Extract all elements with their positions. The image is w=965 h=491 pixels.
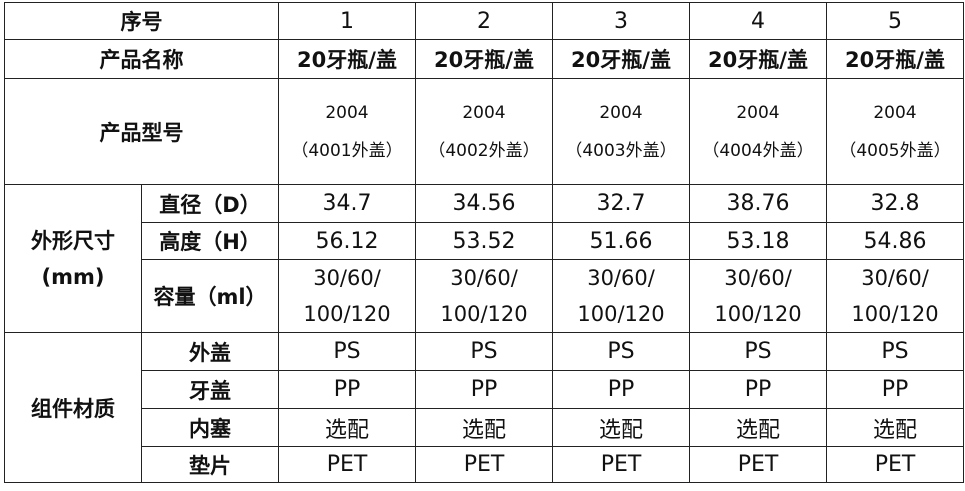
height-cell: 56.12 bbox=[278, 222, 416, 260]
column-number: 5 bbox=[826, 2, 964, 40]
product-model-cell: 2004 （4005外盖） bbox=[826, 78, 964, 185]
dimensions-group-title: 外形尺寸 bbox=[31, 228, 115, 253]
capacity-line: 100/120 bbox=[303, 302, 391, 326]
inner-plug-row: 内塞 选配 选配 选配 选配 选配 bbox=[5, 408, 964, 447]
product-model-cell: 2004 （4001外盖） bbox=[278, 78, 416, 185]
product-model-label: 产品型号 bbox=[4, 78, 279, 185]
inner-plug-cell: 选配 bbox=[552, 408, 690, 447]
gasket-cell: PET bbox=[826, 446, 964, 483]
model-number: 2004 bbox=[599, 102, 643, 123]
gasket-cell: PET bbox=[552, 446, 690, 483]
column-number: 3 bbox=[552, 2, 690, 40]
gasket-cell: PET bbox=[689, 446, 827, 483]
product-model-row: 产品型号 2004 （4001外盖） 2004 （4002外盖） 2004 （4… bbox=[4, 78, 964, 185]
outer-cap-row: 组件材质 外盖 PS PS PS PS PS bbox=[4, 332, 964, 483]
height-label: 高度（H） bbox=[141, 222, 279, 260]
inner-plug-cell: 选配 bbox=[278, 408, 416, 447]
outer-cap-cell: PS bbox=[689, 332, 827, 371]
thread-cap-cell: PP bbox=[689, 370, 827, 409]
thread-cap-cell: PP bbox=[552, 370, 690, 409]
thread-cap-cell: PP bbox=[415, 370, 553, 409]
capacity-line: 30/60/ bbox=[450, 266, 518, 290]
capacity-line: 100/120 bbox=[440, 302, 528, 326]
model-number: 2004 bbox=[873, 102, 917, 123]
capacity-line: 30/60/ bbox=[861, 266, 929, 290]
model-number: 2004 bbox=[736, 102, 780, 123]
column-number: 1 bbox=[278, 2, 416, 40]
header-row: 序号 1 2 3 4 5 bbox=[4, 2, 964, 40]
gasket-cell: PET bbox=[415, 446, 553, 483]
diameter-cell: 32.8 bbox=[826, 184, 964, 223]
inner-plug-cell: 选配 bbox=[826, 408, 964, 447]
inner-plug-cell: 选配 bbox=[415, 408, 553, 447]
capacity-row: 容量（ml） 30/60/ 100/120 30/60/ 100/120 30/… bbox=[5, 259, 964, 333]
thread-cap-label: 牙盖 bbox=[141, 370, 279, 409]
capacity-line: 30/60/ bbox=[313, 266, 381, 290]
model-number: 2004 bbox=[325, 102, 369, 123]
thread-cap-cell: PP bbox=[278, 370, 416, 409]
product-model-cell: 2004 （4002外盖） bbox=[415, 78, 553, 185]
outer-cap-cell: PS bbox=[826, 332, 964, 371]
dimensions-group-unit: (mm) bbox=[41, 264, 105, 289]
capacity-cell: 30/60/ 100/120 bbox=[415, 259, 553, 333]
diameter-cell: 34.7 bbox=[278, 184, 416, 223]
capacity-cell: 30/60/ 100/120 bbox=[278, 259, 416, 333]
model-outer-cap: （4004外盖） bbox=[702, 140, 814, 161]
gasket-cell: PET bbox=[278, 446, 416, 483]
capacity-cell: 30/60/ 100/120 bbox=[552, 259, 690, 333]
product-name-cell: 20牙瓶/盖 bbox=[826, 39, 964, 79]
model-outer-cap: （4003外盖） bbox=[565, 140, 677, 161]
thread-cap-cell: PP bbox=[826, 370, 964, 409]
diameter-cell: 38.76 bbox=[689, 184, 827, 223]
gasket-row: 垫片 PET PET PET PET PET bbox=[5, 446, 964, 483]
height-row: 高度（H） 56.12 53.52 51.66 53.18 54.86 bbox=[5, 222, 964, 260]
product-name-cell: 20牙瓶/盖 bbox=[552, 39, 690, 79]
capacity-line: 30/60/ bbox=[587, 266, 655, 290]
capacity-line: 100/120 bbox=[577, 302, 665, 326]
product-name-cell: 20牙瓶/盖 bbox=[415, 39, 553, 79]
gasket-label: 垫片 bbox=[141, 446, 279, 483]
diameter-row: 外形尺寸 (mm) 直径（D） 34.7 34.56 32.7 38.76 32… bbox=[4, 184, 964, 333]
height-cell: 53.18 bbox=[689, 222, 827, 260]
model-number: 2004 bbox=[462, 102, 506, 123]
outer-cap-label: 外盖 bbox=[141, 332, 279, 371]
product-name-label: 产品名称 bbox=[4, 39, 279, 79]
serial-label: 序号 bbox=[4, 2, 279, 40]
outer-cap-cell: PS bbox=[552, 332, 690, 371]
diameter-cell: 32.7 bbox=[552, 184, 690, 223]
product-model-cell: 2004 （4003外盖） bbox=[552, 78, 690, 185]
product-model-cell: 2004 （4004外盖） bbox=[689, 78, 827, 185]
height-cell: 54.86 bbox=[826, 222, 964, 260]
thread-cap-row: 牙盖 PP PP PP PP PP bbox=[5, 370, 964, 409]
product-spec-table: 序号 1 2 3 4 5 产品名称 20牙瓶/盖 20牙瓶/盖 20牙瓶/盖 2… bbox=[4, 2, 964, 483]
inner-plug-cell: 选配 bbox=[689, 408, 827, 447]
column-number: 2 bbox=[415, 2, 553, 40]
model-outer-cap: （4001外盖） bbox=[291, 140, 403, 161]
dimensions-group-label: 外形尺寸 (mm) bbox=[4, 184, 142, 333]
capacity-cell: 30/60/ 100/120 bbox=[826, 259, 964, 333]
height-cell: 51.66 bbox=[552, 222, 690, 260]
product-name-cell: 20牙瓶/盖 bbox=[689, 39, 827, 79]
outer-cap-cell: PS bbox=[415, 332, 553, 371]
outer-cap-cell: PS bbox=[278, 332, 416, 371]
materials-group-label: 组件材质 bbox=[4, 332, 142, 483]
capacity-cell: 30/60/ 100/120 bbox=[689, 259, 827, 333]
inner-plug-label: 内塞 bbox=[141, 408, 279, 447]
diameter-label: 直径（D） bbox=[141, 184, 279, 223]
model-outer-cap: （4005外盖） bbox=[839, 140, 951, 161]
model-outer-cap: （4002外盖） bbox=[428, 140, 540, 161]
product-name-row: 产品名称 20牙瓶/盖 20牙瓶/盖 20牙瓶/盖 20牙瓶/盖 20牙瓶/盖 bbox=[4, 39, 964, 79]
capacity-label: 容量（ml） bbox=[141, 259, 279, 333]
column-number: 4 bbox=[689, 2, 827, 40]
capacity-line: 100/120 bbox=[714, 302, 802, 326]
height-cell: 53.52 bbox=[415, 222, 553, 260]
capacity-line: 30/60/ bbox=[724, 266, 792, 290]
diameter-cell: 34.56 bbox=[415, 184, 553, 223]
capacity-line: 100/120 bbox=[851, 302, 939, 326]
product-name-cell: 20牙瓶/盖 bbox=[278, 39, 416, 79]
